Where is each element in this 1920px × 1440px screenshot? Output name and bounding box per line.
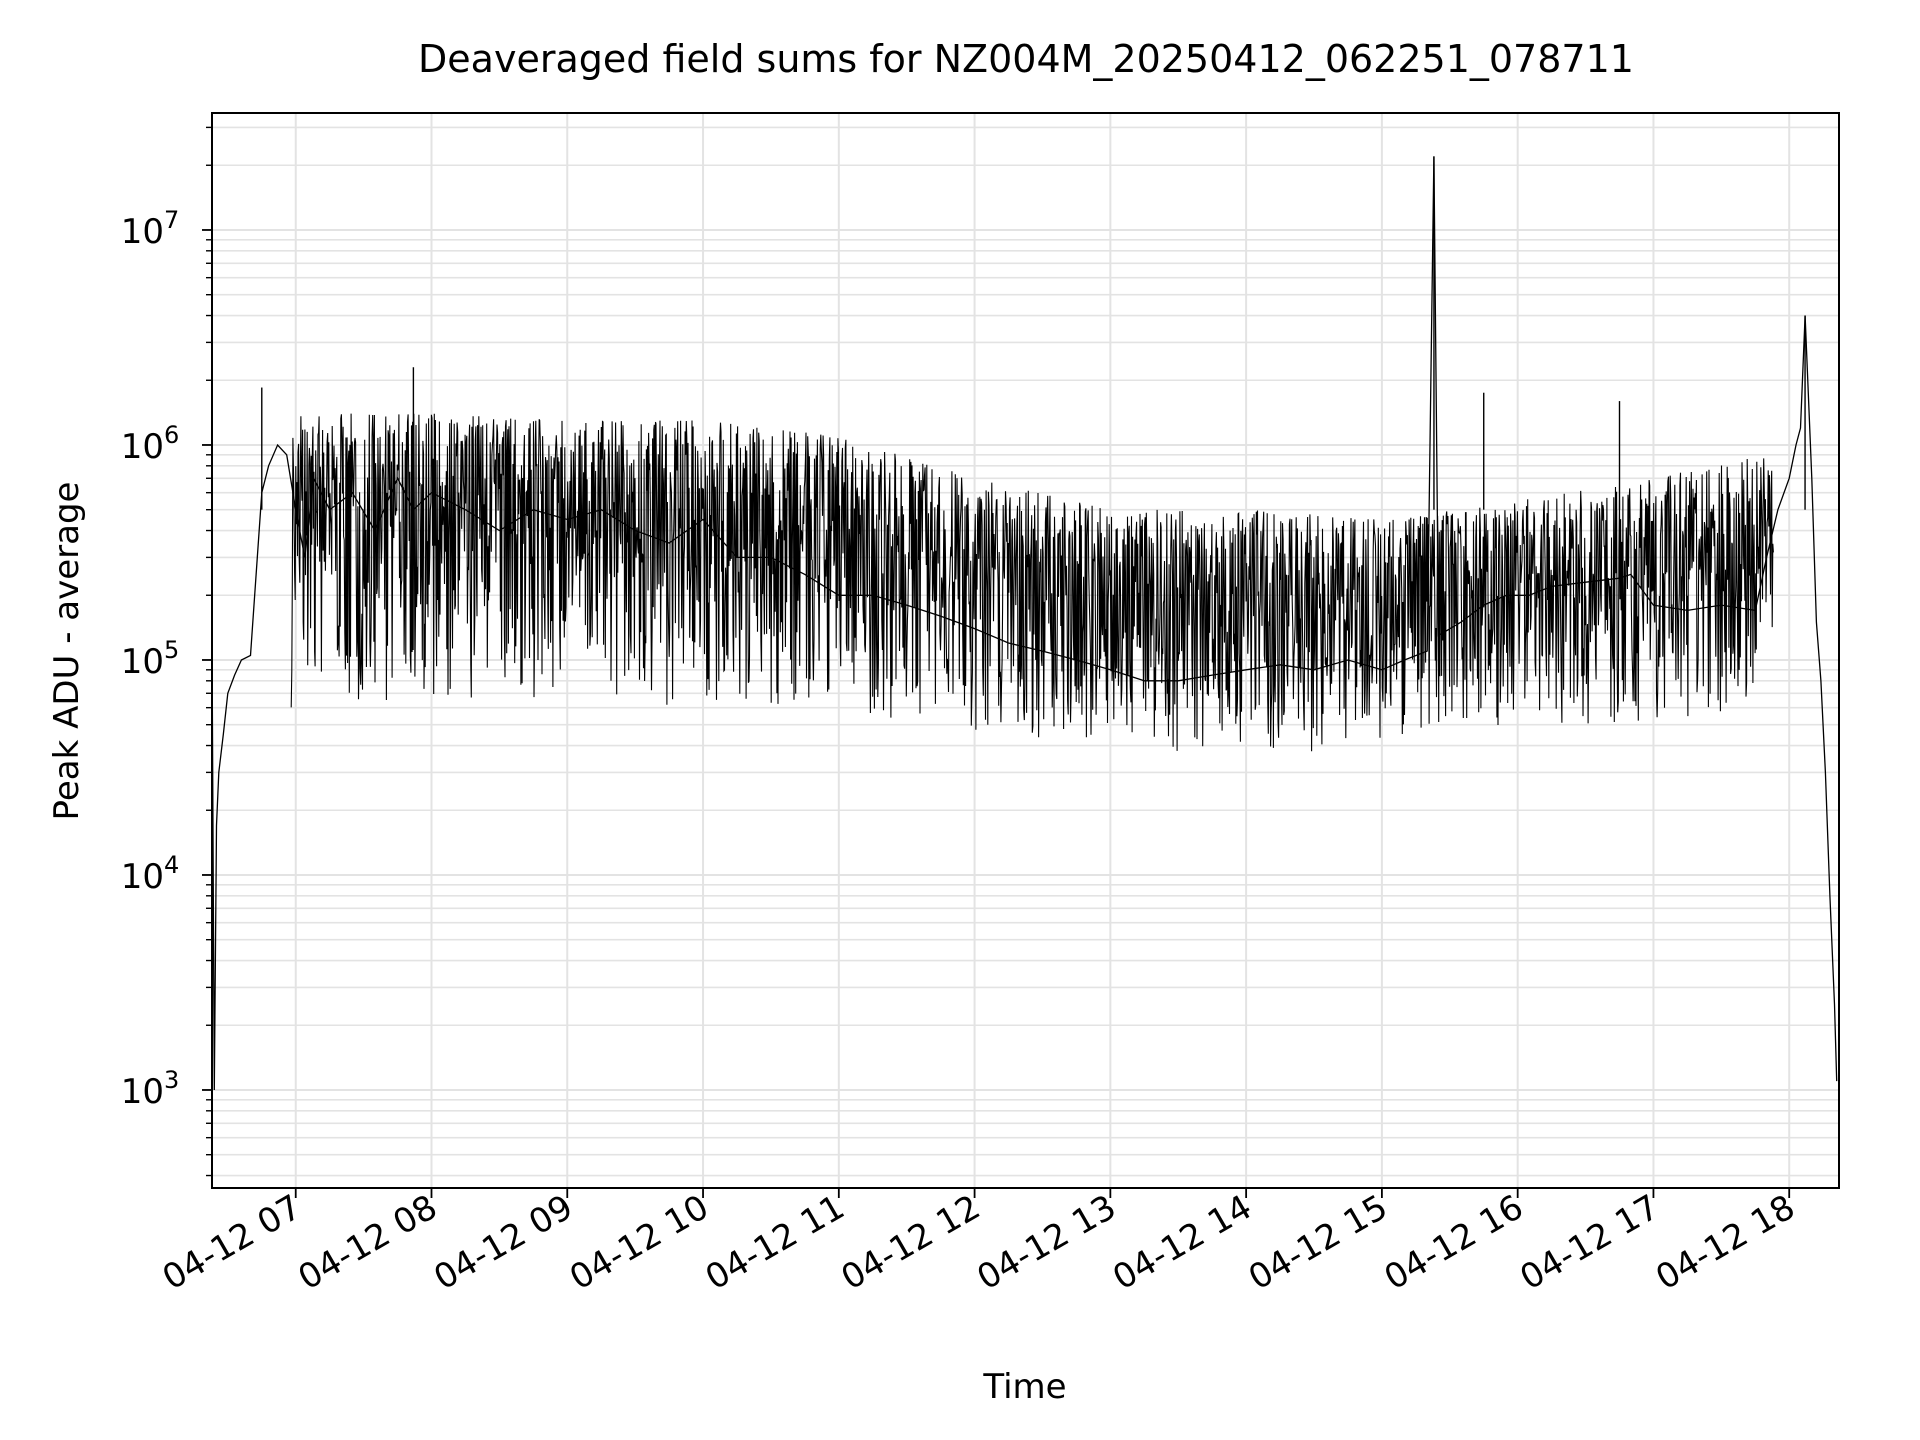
y-axis: 103 104 105 106 107 — [121, 126, 212, 1177]
plot-frame — [211, 112, 1840, 1189]
chart-title: Deaveraged field sums for NZ004M_2025041… — [418, 37, 1634, 81]
y-tick-label: 103 — [121, 1066, 180, 1112]
y-tick-label: 104 — [121, 851, 180, 897]
series-group — [212, 156, 1838, 1091]
y-axis-label: Peak ADU - average — [47, 482, 87, 821]
grid — [212, 113, 1839, 1188]
plot-area — [212, 156, 1838, 1091]
y-tick-label: 107 — [121, 206, 180, 252]
y-tick-label: 105 — [121, 636, 180, 682]
x-axis-label: Time — [982, 1367, 1066, 1407]
data-line-noise — [290, 413, 1774, 752]
y-tick-label: 106 — [121, 421, 180, 467]
